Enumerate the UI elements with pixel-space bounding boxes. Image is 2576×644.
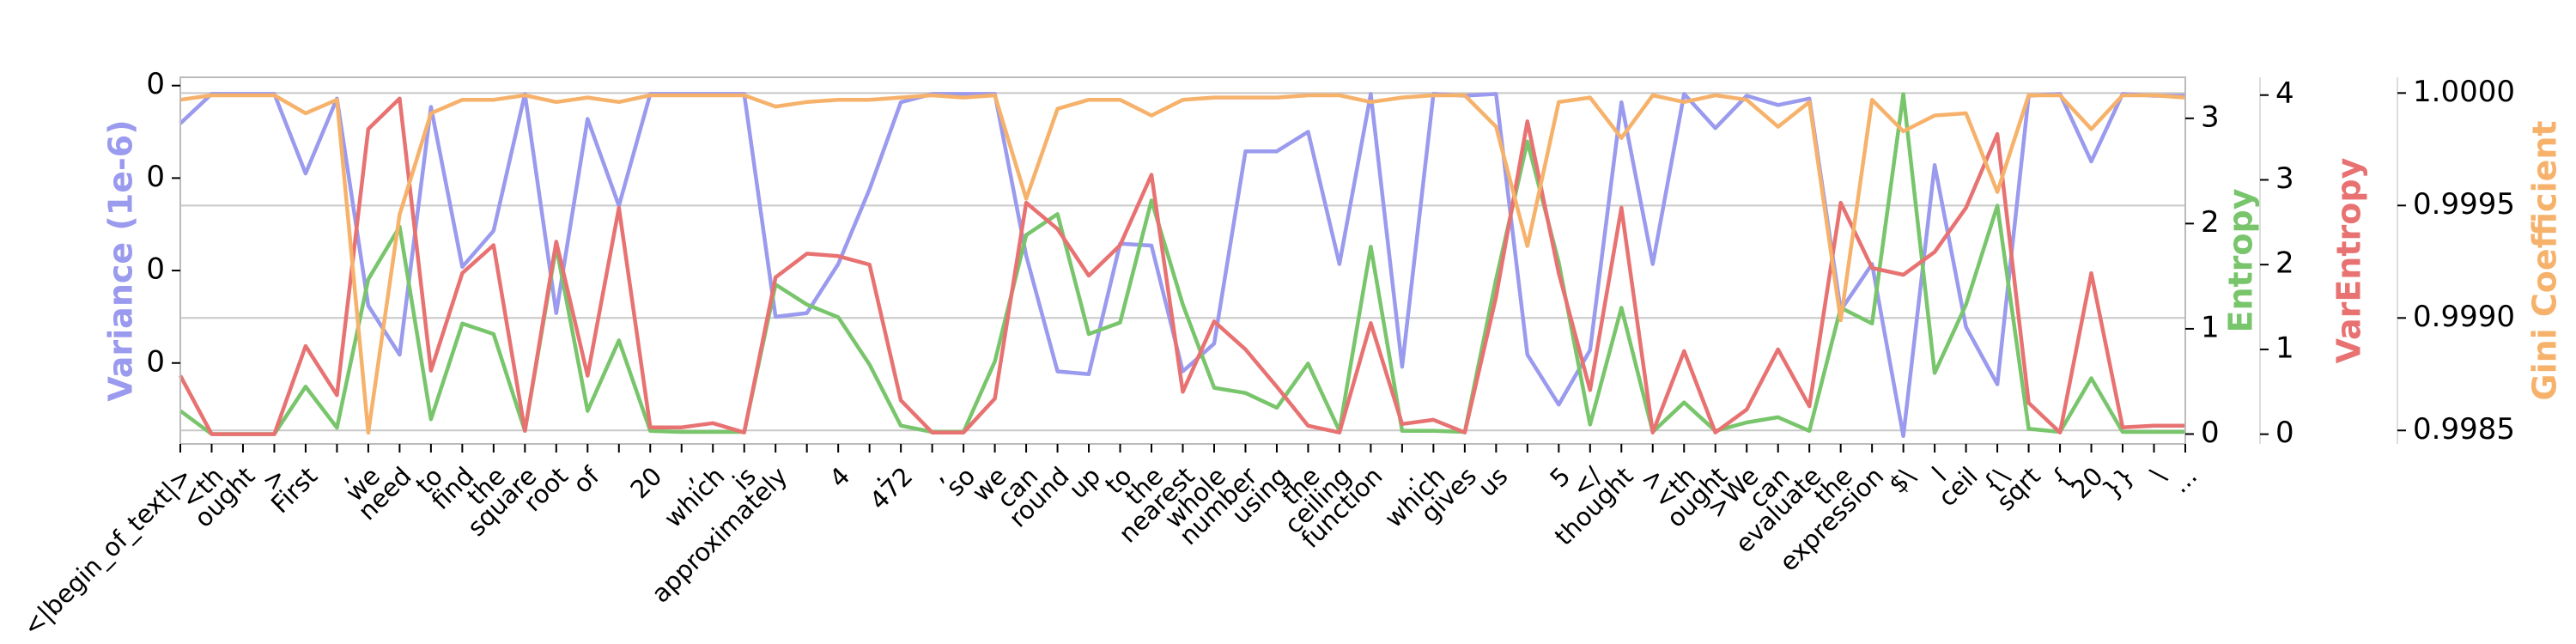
tick-label: 4: [2275, 76, 2294, 111]
tick-label: 1: [2275, 331, 2294, 365]
x-tick-label: \: [2145, 461, 2172, 488]
tick-label: 0.9990: [2413, 300, 2515, 334]
axis-title: VarEntropy: [2330, 157, 2368, 363]
series-line: [179, 92, 2185, 439]
tick-label: 3: [2275, 161, 2294, 196]
x-tick-label: us: [1473, 461, 1514, 502]
x-tick-label: 20: [624, 461, 667, 504]
series-line: [179, 96, 2185, 436]
tick-label: 0: [146, 160, 165, 194]
tick-label: 0: [146, 252, 165, 287]
series-line: [179, 93, 2186, 435]
x-tick-label: of: [568, 461, 605, 499]
tick-label: 2: [2275, 246, 2294, 281]
axis-title: Variance (1e-6): [102, 119, 140, 401]
tick-label: 0: [2275, 416, 2294, 450]
tick-label: 3: [2201, 100, 2220, 134]
grid: [180, 92, 2185, 432]
x-tick-label: $\: [1883, 461, 1921, 499]
axis-title: Gini Coefficient: [2526, 120, 2564, 400]
x-tick-label: ceil: [1932, 461, 1983, 512]
tick-label: 0: [146, 67, 165, 101]
x-tick-label: ...: [2166, 461, 2203, 499]
tick-label: 0.9985: [2413, 412, 2515, 447]
x-tick-label: up: [1063, 461, 1106, 504]
tick-label: 0: [146, 344, 165, 379]
tick-label: 0: [2201, 416, 2220, 450]
tick-label: 1: [2201, 310, 2220, 344]
x-tick-label: <|begin_of_text|>: [17, 461, 197, 641]
tick-label: 1.0000: [2413, 75, 2515, 109]
tick-label: 2: [2201, 205, 2220, 240]
x-tick-label: 4: [823, 461, 855, 493]
tick-label: 0.9995: [2413, 187, 2515, 222]
x-tick-label: }}: [2097, 461, 2140, 504]
axis-title: Entropy: [2222, 188, 2260, 332]
lines: [179, 92, 2186, 439]
series-line: [179, 92, 2185, 436]
